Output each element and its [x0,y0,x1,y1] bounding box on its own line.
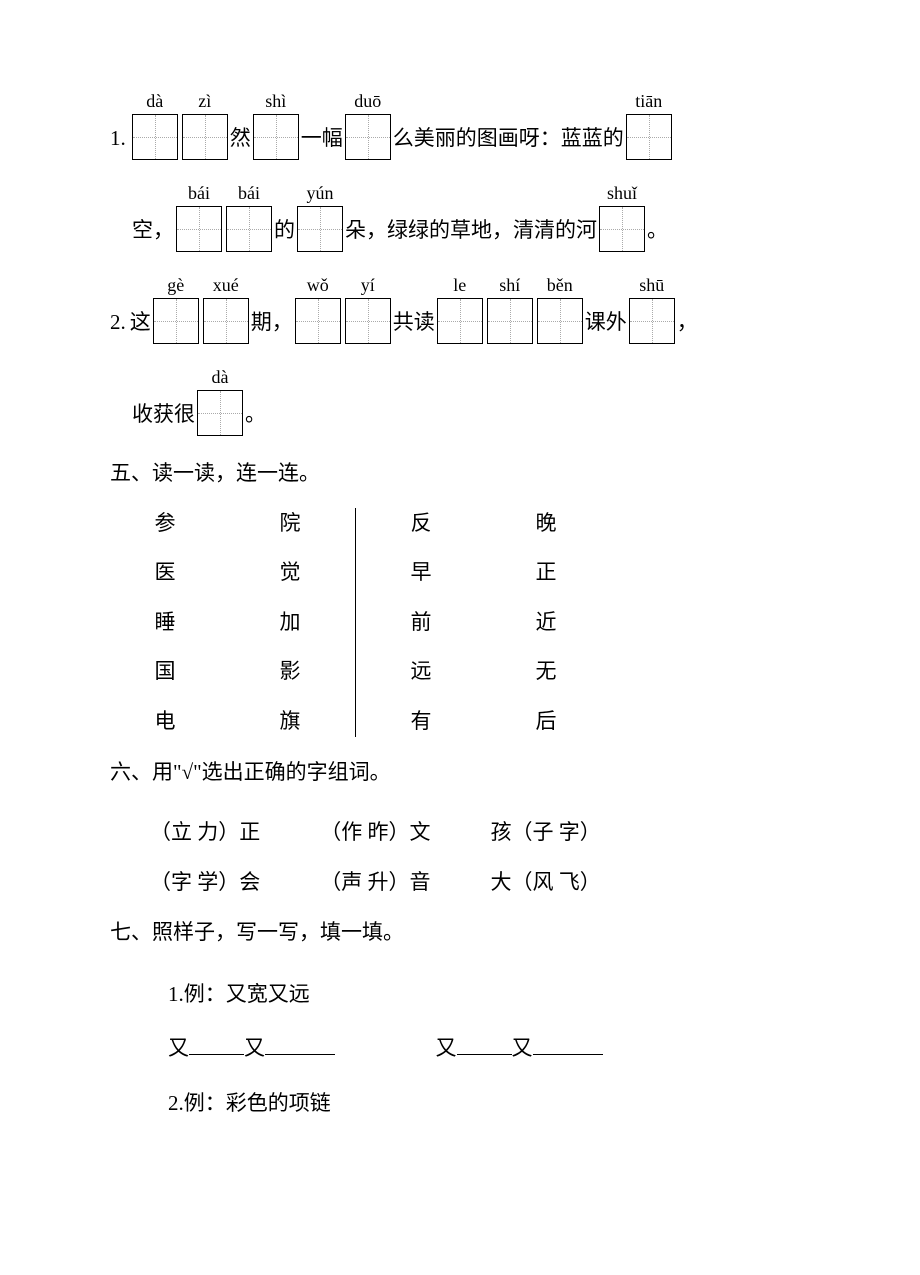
choice-item[interactable]: （声 升）音 [320,857,430,907]
char-box[interactable]: bái [226,182,272,252]
char-box[interactable]: xué [203,274,249,344]
match-item[interactable]: 无 [531,656,561,688]
pinyin: le [453,274,466,296]
text: 。 [245,399,266,437]
q7-title: 七、照样子，写一写，填一填。 [110,917,820,949]
text: 一幅 [301,123,343,161]
pinyin: tiān [635,90,662,112]
choice-item[interactable]: （作 昨）文 [320,807,430,857]
char-box[interactable]: shuǐ [599,182,645,252]
char-box[interactable]: le [437,274,483,344]
char-box[interactable]: duō [345,90,391,160]
char-box[interactable]: gè [153,274,199,344]
char-box[interactable]: tiān [626,90,672,160]
text: 的 [274,215,295,253]
char-box[interactable]: shí [487,274,533,344]
text: 又 [436,1036,457,1060]
pinyin: bái [188,182,210,204]
text: 收获很 [132,399,195,437]
match-item[interactable]: 睡 [150,607,180,639]
q7-example-2: 2.例：彩色的项链 [168,1076,820,1131]
char-box[interactable]: yún [297,182,343,252]
text: 又 [168,1036,189,1060]
char-box[interactable]: shì [253,90,299,160]
text: 空， [132,215,174,253]
match-item[interactable]: 参 [150,508,180,540]
match-item[interactable]: 觉 [275,557,305,589]
match-item[interactable]: 早 [406,557,436,589]
match-item[interactable]: 远 [406,656,436,688]
pinyin: wǒ [307,274,329,296]
match-left-b: 院 觉 加 影 旗 [275,508,305,738]
char-box[interactable]: běn [537,274,583,344]
pinyin: shí [499,274,520,296]
match-left-a: 参 医 睡 国 电 [150,508,180,738]
match-item[interactable]: 旗 [275,706,305,738]
pinyin: zì [198,90,211,112]
choice-item[interactable]: （字 学）会 [150,857,260,907]
pinyin: yí [361,274,375,296]
pinyin: yún [307,182,334,204]
pinyin: xué [213,274,239,296]
blank-input[interactable] [189,1033,244,1055]
match-item[interactable]: 医 [150,557,180,589]
blank-input[interactable] [457,1033,512,1055]
match-item[interactable]: 电 [150,706,180,738]
choice-item[interactable]: 大（风 飞） [491,857,601,907]
q6-title: 六、用"√"选出正确的字组词。 [110,757,820,789]
match-item[interactable]: 影 [275,656,305,688]
match-item[interactable]: 正 [531,557,561,589]
q7-fill-row: 又又 又又 [168,1021,820,1076]
char-box[interactable]: dà [197,366,243,436]
vertical-divider [355,508,356,738]
text: 共读 [393,307,435,345]
text: 么美丽的图画呀：蓝蓝的 [393,123,624,161]
text: 然 [230,123,251,161]
q5-title: 五、读一读，连一连。 [110,458,820,490]
matching-exercise: 参 医 睡 国 电 院 觉 加 影 旗 反 早 前 远 有 晚 正 近 无 后 [150,508,820,738]
pinyin: shū [639,274,664,296]
text: ， [677,307,698,345]
match-item[interactable]: 近 [531,607,561,639]
text: 这 [130,307,151,345]
q4-s2-num: 2. [110,307,126,345]
pinyin: gè [167,274,184,296]
match-right-b: 晚 正 近 无 后 [531,508,561,738]
pinyin: bái [238,182,260,204]
q7-example-1: 1.例：又宽又远 [168,967,820,1022]
choice-item[interactable]: 孩（子 字） [491,807,601,857]
pinyin: dà [146,90,163,112]
pinyin: duō [354,90,381,112]
char-box[interactable]: shū [629,274,675,344]
text: 又 [512,1036,533,1060]
char-box[interactable]: wǒ [295,274,341,344]
choice-item[interactable]: （立 力）正 [150,807,260,857]
text: 又 [244,1036,265,1060]
text: 朵，绿绿的草地，清清的河 [345,215,597,253]
match-item[interactable]: 晚 [531,508,561,540]
text: 期， [251,307,293,345]
blank-input[interactable] [265,1033,335,1055]
pinyin: běn [547,274,573,296]
match-item[interactable]: 后 [531,706,561,738]
match-item[interactable]: 院 [275,508,305,540]
pinyin: shuǐ [607,182,637,204]
char-box[interactable]: zì [182,90,228,160]
text: 课外 [585,307,627,345]
char-box[interactable]: dà [132,90,178,160]
match-item[interactable]: 加 [275,607,305,639]
match-item[interactable]: 反 [406,508,436,540]
char-box[interactable]: yí [345,274,391,344]
q4-s1-num: 1. [110,123,126,161]
text: 。 [647,215,668,253]
pinyin: shì [265,90,286,112]
match-item[interactable]: 国 [150,656,180,688]
pinyin: dà [212,366,229,388]
char-box[interactable]: bái [176,182,222,252]
blank-input[interactable] [533,1033,603,1055]
match-item[interactable]: 前 [406,607,436,639]
match-item[interactable]: 有 [406,706,436,738]
match-right-a: 反 早 前 远 有 [406,508,436,738]
